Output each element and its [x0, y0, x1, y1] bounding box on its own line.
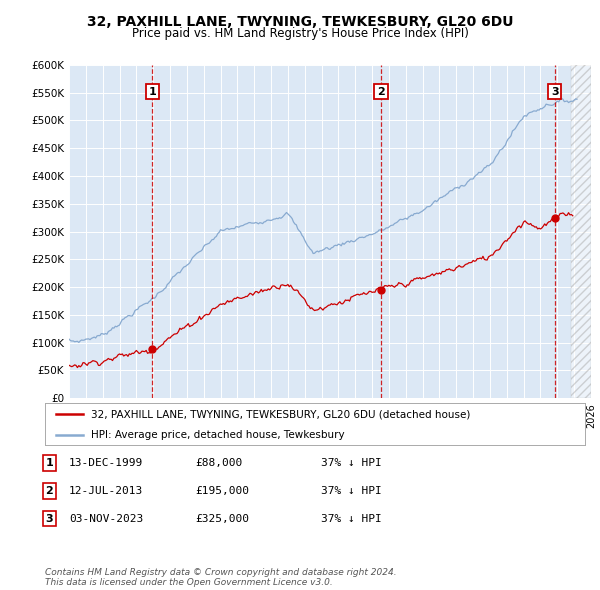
Text: 12-JUL-2013: 12-JUL-2013: [69, 486, 143, 496]
Text: £325,000: £325,000: [195, 514, 249, 523]
Bar: [571, 65, 591, 398]
Text: 2: 2: [46, 486, 53, 496]
Text: 32, PAXHILL LANE, TWYNING, TEWKESBURY, GL20 6DU (detached house): 32, PAXHILL LANE, TWYNING, TEWKESBURY, G…: [91, 409, 470, 419]
Text: HPI: Average price, detached house, Tewkesbury: HPI: Average price, detached house, Tewk…: [91, 430, 344, 440]
Text: 03-NOV-2023: 03-NOV-2023: [69, 514, 143, 523]
Text: 2: 2: [377, 87, 385, 97]
Text: 32, PAXHILL LANE, TWYNING, TEWKESBURY, GL20 6DU: 32, PAXHILL LANE, TWYNING, TEWKESBURY, G…: [87, 15, 513, 29]
Text: £195,000: £195,000: [195, 486, 249, 496]
Text: 3: 3: [46, 514, 53, 523]
Text: £88,000: £88,000: [195, 458, 242, 468]
Text: 13-DEC-1999: 13-DEC-1999: [69, 458, 143, 468]
Text: 37% ↓ HPI: 37% ↓ HPI: [321, 514, 382, 523]
Text: Price paid vs. HM Land Registry's House Price Index (HPI): Price paid vs. HM Land Registry's House …: [131, 27, 469, 40]
Text: Contains HM Land Registry data © Crown copyright and database right 2024.
This d: Contains HM Land Registry data © Crown c…: [45, 568, 397, 587]
Text: 1: 1: [46, 458, 53, 468]
Text: 3: 3: [551, 87, 559, 97]
Text: 37% ↓ HPI: 37% ↓ HPI: [321, 486, 382, 496]
Text: 37% ↓ HPI: 37% ↓ HPI: [321, 458, 382, 468]
Text: 1: 1: [148, 87, 156, 97]
